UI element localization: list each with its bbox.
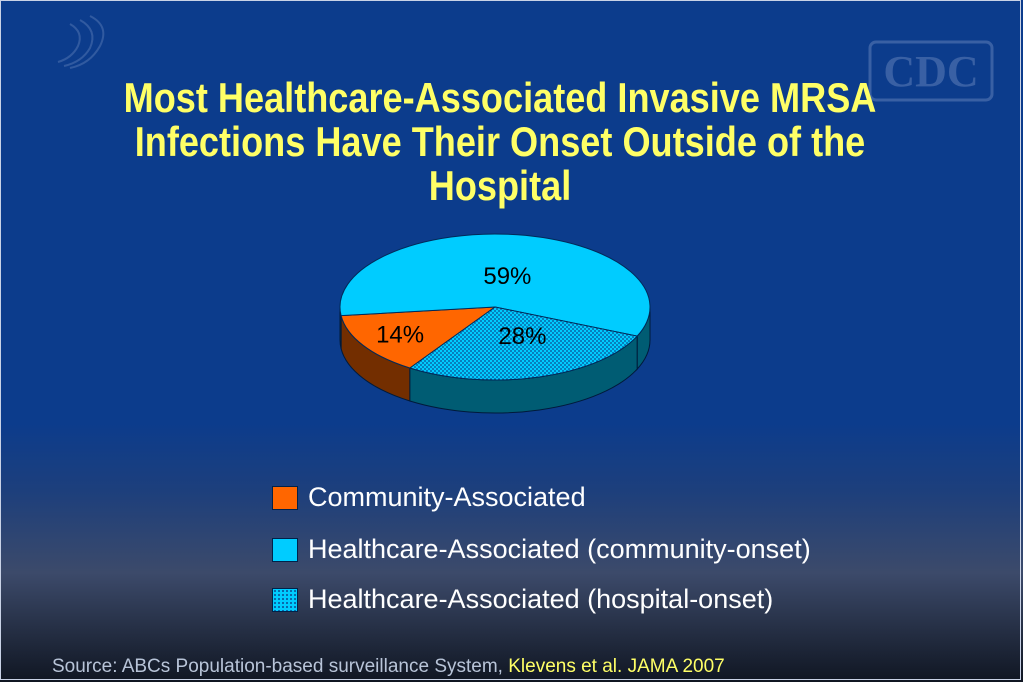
pie-chart: 14% 59% 28% bbox=[339, 233, 651, 414]
legend-swatch-cyan bbox=[272, 538, 298, 562]
pie-slice-community-associated bbox=[340, 306, 497, 369]
pie-slice-healthcare-associated-community-onset bbox=[339, 233, 651, 337]
title-line-1: Most Healthcare-Associated Invasive MRSA bbox=[123, 74, 877, 121]
slide-title: Most Healthcare-Associated Invasive MRSA… bbox=[104, 76, 895, 208]
legend-swatch-dotted bbox=[272, 588, 298, 612]
pie-data-label-healthcare-associated-hospital-onset: 28% bbox=[498, 323, 546, 350]
source-prefix: Source: ABCs Population-based surveillan… bbox=[52, 656, 503, 677]
legend-label: Community-Associated bbox=[308, 482, 586, 512]
pie-slice-healthcare-associated-hospital-onset bbox=[408, 306, 639, 381]
cdc-logo-text: CDC bbox=[883, 47, 978, 96]
hhs-seal-icon bbox=[57, 15, 105, 69]
pie-data-label-healthcare-associated-community-onset: 59% bbox=[483, 263, 531, 290]
pie-data-label-community-associated: 14% bbox=[376, 322, 424, 349]
title-line-2: Infections Have Their Onset Outside of t… bbox=[134, 118, 866, 165]
source-footer: Source: ABCs Population-based surveillan… bbox=[52, 656, 725, 678]
legend-swatch-orange bbox=[272, 486, 298, 510]
title-line-3: Hospital bbox=[428, 162, 572, 209]
legend-label: Healthcare-Associated (community-onset) bbox=[308, 534, 811, 564]
legend-label: Healthcare-Associated (hospital-onset) bbox=[308, 584, 774, 614]
cdc-logo-icon: CDC bbox=[868, 40, 994, 102]
source-citation: Klevens et al. JAMA 2007 bbox=[508, 656, 725, 677]
